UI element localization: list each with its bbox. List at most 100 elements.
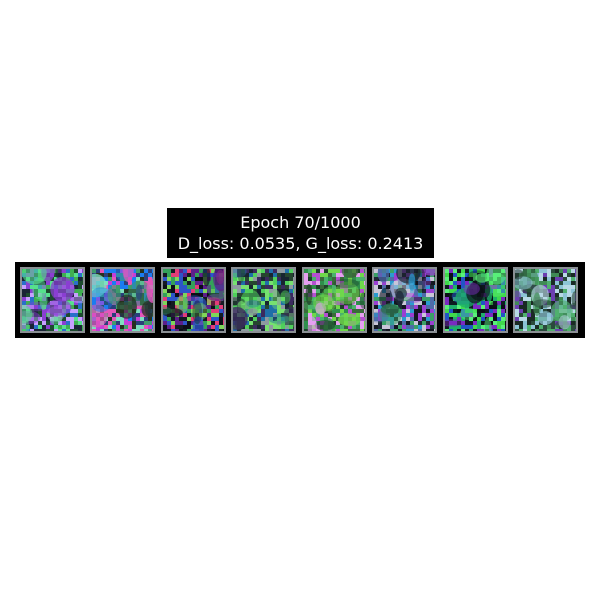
sample-pixel-block — [493, 301, 497, 305]
sample-pixel-block — [191, 285, 195, 289]
sample-pixel-block — [356, 297, 360, 301]
sample-pixel-block — [457, 317, 461, 321]
sample-pixel-block — [461, 285, 465, 289]
sample-pixel-block — [140, 277, 144, 281]
sample-pixel-block — [457, 277, 461, 281]
sample-pixel-block — [374, 305, 378, 309]
sample-pixel-block — [265, 301, 269, 305]
sample-pixel-block — [281, 293, 285, 297]
sample-pixel-block — [128, 281, 132, 285]
sample-pixel-block — [183, 321, 187, 325]
sample-pixel-block — [82, 281, 83, 285]
sample-pixel-block — [364, 301, 365, 305]
sample-pixel-block — [469, 281, 473, 285]
sample-pixel-block — [281, 329, 285, 331]
sample-blotch — [305, 284, 313, 305]
sample-pixel-block — [328, 281, 332, 285]
sample-pixel-block — [261, 325, 265, 329]
sample-pixel-block — [26, 285, 30, 289]
sample-pixel-block — [523, 321, 527, 325]
sample-pixel-block — [477, 329, 481, 331]
sample-pixel-block — [289, 297, 293, 301]
sample-pixel-block — [445, 301, 449, 305]
generated-sample-1 — [20, 267, 85, 333]
sample-pixel-block — [563, 289, 567, 293]
sample-pixel-block — [501, 305, 505, 309]
sample-pixel-block — [461, 277, 465, 281]
sample-pixel-block — [277, 269, 281, 273]
sample-pixel-block — [132, 273, 136, 277]
sample-pixel-block — [445, 321, 449, 325]
sample-pixel-block — [505, 297, 506, 301]
sample-pixel-block — [418, 321, 422, 325]
sample-pixel-block — [187, 313, 191, 317]
sample-pixel-block — [356, 325, 360, 329]
sample-pixel-block — [304, 329, 308, 331]
sample-pixel-block — [34, 293, 38, 297]
sample-pixel-block — [485, 301, 489, 305]
sample-pixel-block — [22, 289, 26, 293]
sample-pixel-block — [316, 329, 320, 331]
sample-pixel-block — [144, 329, 148, 331]
sample-pixel-block — [175, 285, 179, 289]
sample-pixel-block — [308, 277, 312, 281]
sample-pixel-block — [567, 289, 571, 293]
sample-pixel-block — [163, 329, 167, 331]
sample-pixel-block — [249, 277, 253, 281]
sample-pixel-block — [92, 329, 96, 331]
sample-pixel-block — [30, 289, 34, 293]
sample-pixel-block — [38, 329, 42, 331]
sample-pixel-block — [175, 269, 179, 273]
sample-pixel-block — [422, 329, 426, 331]
sample-pixel-block — [505, 277, 506, 281]
sample-pixel-block — [453, 301, 457, 305]
sample-pixel-block — [430, 317, 434, 321]
sample-pixel-block — [203, 325, 207, 329]
sample-pixel-block — [171, 277, 175, 281]
sample-pixel-block — [481, 321, 485, 325]
sample-pixel-block — [116, 325, 120, 329]
sample-pixel-block — [501, 313, 505, 317]
sample-pixel-block — [477, 317, 481, 321]
sample-pixel-block — [453, 281, 457, 285]
sample-pixel-block — [70, 301, 74, 305]
sample-pixel-block — [128, 321, 132, 325]
sample-pixel-block — [390, 281, 394, 285]
sample-pixel-block — [289, 301, 293, 305]
sample-pixel-block — [453, 277, 457, 281]
sample-pixel-block — [551, 289, 555, 293]
sample-pixel-block — [104, 273, 108, 277]
sample-pixel-block — [167, 321, 171, 325]
sample-pixel-block — [418, 281, 422, 285]
sample-pixel-block — [257, 317, 261, 321]
sample-pixel-block — [414, 313, 418, 317]
sample-pixel-block — [179, 289, 183, 293]
sample-pixel-block — [477, 321, 481, 325]
sample-pixel-block — [34, 321, 38, 325]
sample-pixel-block — [374, 313, 378, 317]
sample-pixel-block — [70, 329, 74, 331]
sample-pixel-block — [449, 325, 453, 329]
sample-pixel-block — [543, 281, 547, 285]
sample-pixel-block — [523, 297, 527, 301]
sample-pixel-block — [324, 289, 328, 293]
sample-pixel-block — [82, 277, 83, 281]
sample-pixel-block — [269, 273, 273, 277]
sample-pixel-block — [191, 293, 195, 297]
sample-blotch — [483, 317, 492, 331]
sample-pixel-block — [245, 329, 249, 331]
sample-pixel-block — [360, 321, 364, 325]
sample-pixel-block — [360, 297, 364, 301]
sample-pixel-block — [187, 321, 191, 325]
sample-pixel-block — [414, 289, 418, 293]
sample-pixel-block — [136, 305, 140, 309]
sample-pixel-block — [289, 325, 293, 329]
sample-pixel-block — [215, 317, 219, 321]
sample-pixel-block — [261, 305, 265, 309]
sample-pixel-block — [457, 281, 461, 285]
sample-pixel-block — [430, 285, 434, 289]
sample-pixel-block — [120, 289, 124, 293]
sample-pixel-block — [316, 281, 320, 285]
sample-pixel-block — [293, 325, 294, 329]
sample-pixel-block — [390, 301, 394, 305]
